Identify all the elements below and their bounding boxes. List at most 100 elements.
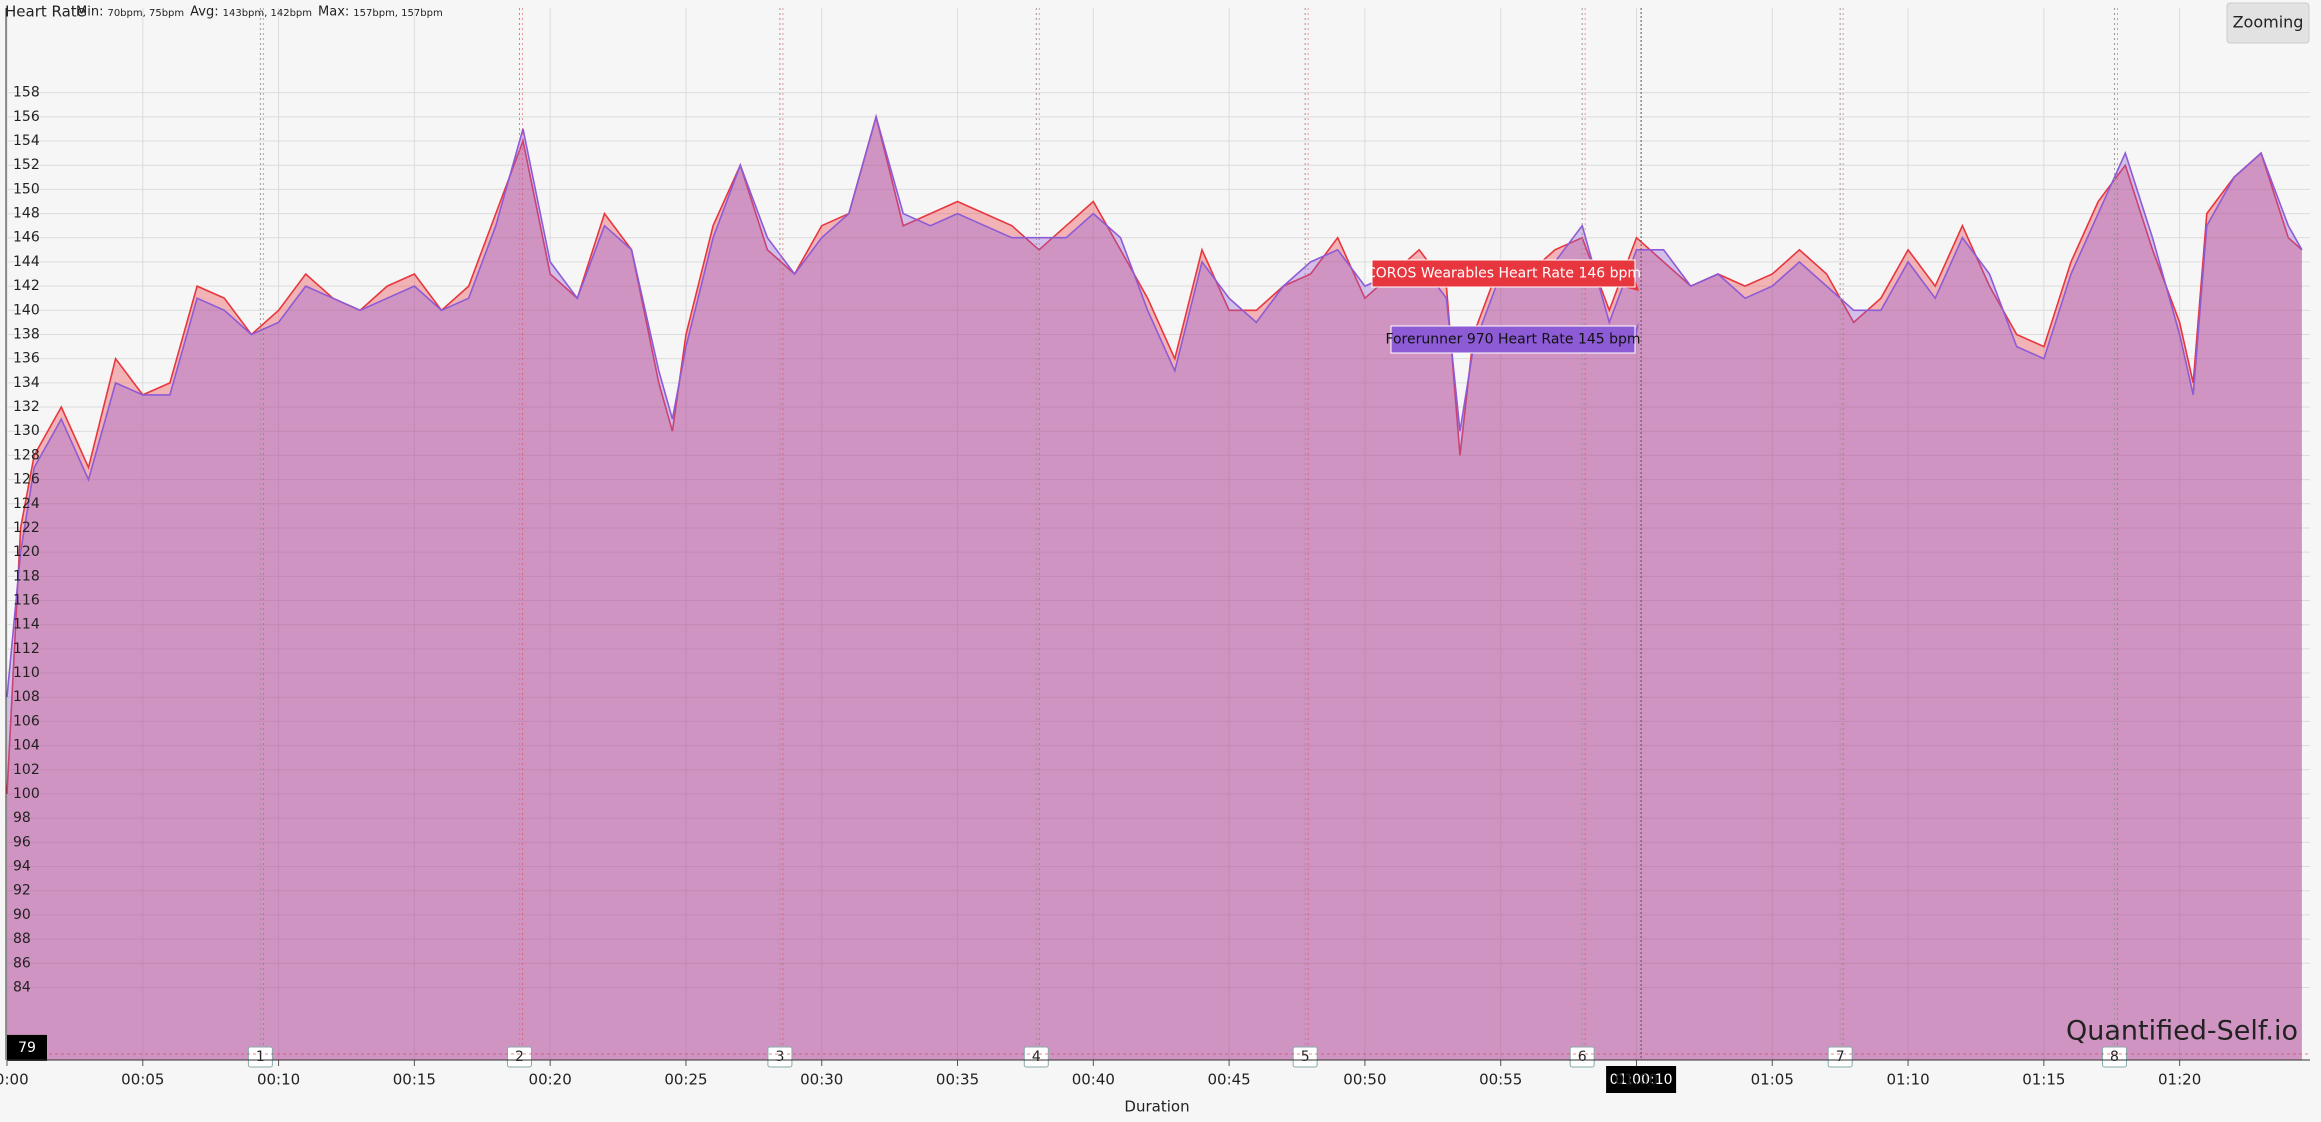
y-tick-label: 104 — [13, 738, 40, 754]
tooltip-box — [1371, 259, 1636, 288]
x-tick-label: 00:05 — [121, 1071, 164, 1089]
lap-marker — [506, 1046, 532, 1068]
stat-value: 157bpm, 157bpm — [353, 8, 442, 19]
lap-label: 1 — [256, 1049, 265, 1065]
y-tick-label: 100 — [13, 786, 40, 802]
zoom-button[interactable]: Zooming — [2226, 2, 2310, 44]
y-tick-label: 148 — [13, 206, 40, 222]
y-tick-label: 114 — [13, 617, 40, 633]
x-tick-label: 00:35 — [936, 1071, 979, 1089]
y-tick-label: 156 — [13, 109, 40, 125]
series-area — [7, 116, 2302, 1061]
x-tick-label: 01:05 — [1751, 1071, 1794, 1089]
stat-label: Max: — [318, 5, 349, 20]
y-tick-label: 86 — [13, 955, 31, 971]
y-tick-label: 128 — [13, 447, 40, 463]
x-tick-label: 01:20 — [2158, 1071, 2201, 1089]
x-tick-label: 00:45 — [1207, 1071, 1250, 1089]
y-tick-label: 102 — [13, 762, 40, 778]
y-tick-label: 108 — [13, 689, 40, 705]
x-tick-label: 00:10 — [257, 1071, 300, 1089]
lap-marker — [1569, 1046, 1595, 1068]
stats: Min: 70bpm, 75bpm Avg: 143bpm, 142bpm Max: 15… — [76, 5, 443, 20]
lap-marker — [1292, 1046, 1318, 1068]
x-tick-label: 00:55 — [1479, 1071, 1522, 1089]
y-tick-label: 134 — [13, 375, 40, 391]
x-tick-label: 01:10 — [1886, 1071, 1929, 1089]
tooltip-box — [1390, 325, 1636, 354]
y-tick-label: 96 — [13, 834, 31, 850]
y-tick-label: 138 — [13, 326, 40, 342]
lap-label: 2 — [515, 1049, 524, 1065]
series-area — [7, 116, 2302, 1061]
lap-marker — [1827, 1046, 1853, 1068]
crosshair-y-box — [7, 1034, 47, 1061]
series-line — [6, 113, 2303, 795]
tooltip-label: Forerunner 970 Heart Rate 145 bpm — [1385, 332, 1640, 348]
x-tick-label: 00:20 — [529, 1071, 572, 1089]
y-tick-label: 150 — [13, 181, 40, 197]
x-tick-label: 00:00 — [0, 1071, 29, 1089]
grid — [6, 8, 2310, 1060]
stat-value: 70bpm, 75bpm — [107, 8, 184, 19]
lap-label: 6 — [1578, 1049, 1587, 1065]
chart-title: Heart Rate — [5, 3, 86, 21]
button-label[interactable]: Zooming — [2233, 13, 2304, 32]
y-tick-label: 122 — [13, 520, 40, 536]
lap-marker — [767, 1046, 793, 1068]
lap-label: 5 — [1301, 1049, 1310, 1065]
crosshair-x-box — [1606, 1066, 1677, 1093]
y-tick-label: 142 — [13, 278, 40, 294]
series-line — [6, 113, 2303, 698]
y-tick-label: 144 — [13, 254, 40, 270]
lap-label: 8 — [2110, 1049, 2119, 1065]
x-tick-label: 01:00 — [1615, 1071, 1658, 1089]
lap-marker — [247, 1046, 273, 1068]
y-tick-label: 110 — [13, 665, 40, 681]
x-tick-label: 00:40 — [1072, 1071, 1115, 1089]
y-tick-label: 146 — [13, 230, 40, 246]
stat-value: 143bpm, 142bpm — [223, 8, 312, 19]
lap-marker — [1023, 1046, 1049, 1068]
tooltip-label: COROS Wearables Heart Rate 146 bpm — [1366, 266, 1641, 282]
lap-label: 3 — [775, 1049, 784, 1065]
y-tick-label: 158 — [13, 85, 40, 101]
stat-label: Avg: — [190, 5, 218, 20]
y-tick-label: 118 — [13, 568, 40, 584]
crosshair-x-label: 01:00:10 — [1610, 1072, 1673, 1088]
y-tick-label: 140 — [13, 302, 40, 318]
y-tick-label: 112 — [13, 641, 40, 657]
y-tick-label: 84 — [13, 979, 31, 995]
lap-label: 7 — [1836, 1049, 1845, 1065]
x-tick-label: 00:30 — [800, 1071, 843, 1089]
x-tick-label: 00:25 — [664, 1071, 707, 1089]
y-tick-label: 126 — [13, 472, 40, 488]
y-tick-label: 130 — [13, 423, 40, 439]
y-tick-label: 124 — [13, 496, 40, 512]
y-tick-label: 132 — [13, 399, 40, 415]
y-tick-label: 120 — [13, 544, 40, 560]
plot-area — [6, 113, 2303, 1061]
y-tick-label: 92 — [13, 883, 31, 899]
x-tick-label: 00:50 — [1343, 1071, 1386, 1089]
x-tick-label: 00:15 — [393, 1071, 436, 1089]
y-tick-label: 98 — [13, 810, 31, 826]
y-tick-label: 88 — [13, 931, 31, 947]
y-tick-label: 90 — [13, 907, 31, 923]
y-tick-label: 154 — [13, 133, 40, 149]
y-tick-label: 136 — [13, 351, 40, 367]
x-tick-label: 01:15 — [2022, 1071, 2065, 1089]
stat-label: Min: — [76, 5, 103, 20]
y-tick-label: 116 — [13, 593, 40, 609]
y-tick-label: 106 — [13, 713, 40, 729]
overlay: 8486889092949698100102104106108110112114… — [7, 8, 2310, 1093]
y-tick-label: 94 — [13, 859, 31, 875]
button-bg[interactable] — [2226, 2, 2310, 44]
lap-marker — [2101, 1046, 2127, 1068]
y-tick-label: 152 — [13, 157, 40, 173]
crosshair-y-label: 79 — [18, 1040, 36, 1056]
lap-label: 4 — [1032, 1049, 1041, 1065]
x-axis-label: Duration — [1124, 1098, 1189, 1116]
